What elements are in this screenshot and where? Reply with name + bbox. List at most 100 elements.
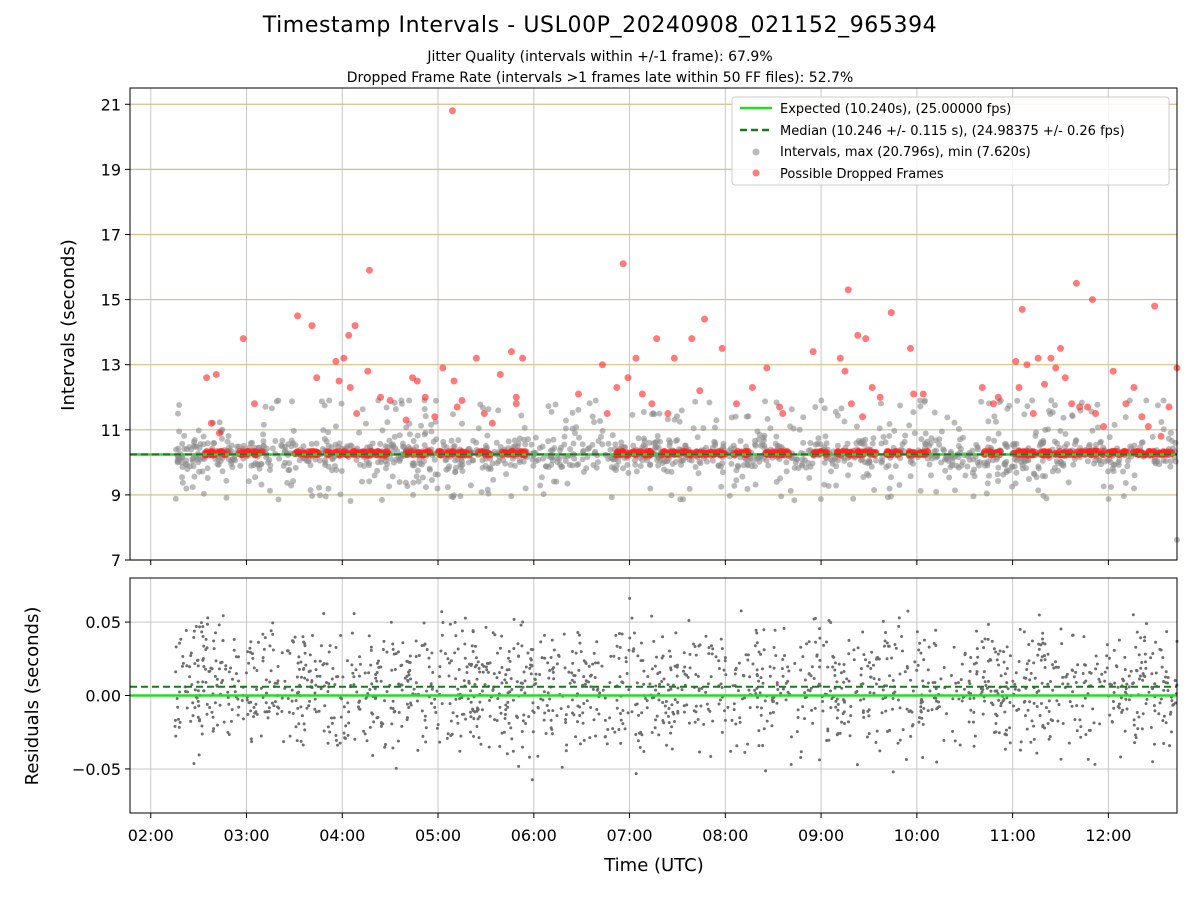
dropped-frame-point (250, 400, 258, 408)
residual-point (427, 656, 431, 660)
residual-point (584, 661, 588, 665)
residual-point (467, 662, 471, 666)
interval-point (921, 398, 928, 405)
interval-point (455, 437, 462, 444)
residual-point (369, 645, 373, 649)
dropped-frame-point (783, 448, 791, 456)
interval-point (635, 435, 642, 442)
residual-point (1027, 659, 1031, 663)
residual-point (381, 648, 385, 652)
residual-point (1134, 645, 1138, 649)
dropped-frame-point (207, 447, 215, 455)
residual-point (1005, 645, 1009, 649)
residual-point (326, 741, 330, 745)
residual-point (1039, 643, 1043, 647)
residual-point (232, 638, 236, 642)
interval-point (870, 435, 877, 442)
residual-point (917, 648, 921, 652)
dropped-frame-point (507, 348, 515, 356)
residual-point (475, 677, 479, 681)
interval-point (197, 441, 204, 448)
residual-point (849, 705, 853, 709)
residual-point (737, 661, 741, 665)
residual-point (486, 670, 490, 674)
interval-point (709, 457, 716, 464)
residual-point (983, 637, 987, 641)
interval-point (664, 468, 671, 475)
interval-point (266, 456, 273, 463)
interval-point (414, 467, 421, 474)
interval-point (414, 432, 421, 439)
residual-point (1098, 680, 1102, 684)
interval-point (275, 397, 282, 404)
residual-point (799, 756, 803, 760)
y-tick-label-top: 9 (111, 486, 121, 505)
interval-point (467, 482, 474, 489)
residual-point (896, 741, 900, 745)
residual-point (546, 661, 550, 665)
residual-point (993, 689, 997, 693)
interval-point (821, 481, 828, 488)
interval-point (1035, 487, 1042, 494)
interval-point (812, 404, 819, 411)
residual-point (352, 612, 356, 616)
interval-point (450, 411, 457, 418)
residual-point (178, 641, 182, 645)
residual-point (272, 704, 276, 708)
residual-point (429, 701, 433, 705)
residual-point (782, 626, 786, 630)
residual-point (572, 673, 576, 677)
residual-point (230, 708, 234, 712)
residual-point (390, 668, 394, 672)
interval-point (237, 462, 244, 469)
residual-point (407, 673, 411, 677)
interval-point (655, 462, 662, 469)
dropped-frame-point (345, 331, 353, 339)
interval-point (575, 461, 582, 468)
interval-point (882, 439, 889, 446)
residual-point (660, 679, 664, 683)
residual-point (675, 674, 679, 678)
residual-point (406, 679, 410, 683)
interval-point (1003, 443, 1010, 450)
interval-point (632, 461, 639, 468)
interval-point (846, 461, 853, 468)
interval-point (869, 440, 876, 447)
interval-point (947, 463, 954, 470)
residual-point (1137, 677, 1141, 681)
residual-point (1027, 643, 1031, 647)
residual-point (401, 641, 405, 645)
y-tick-label-top: 21 (101, 95, 121, 114)
interval-point (983, 490, 990, 497)
interval-point (200, 490, 207, 497)
residual-point (555, 714, 559, 718)
dropped-frame-point (887, 309, 895, 317)
interval-point (624, 461, 631, 468)
residual-point (1124, 687, 1128, 691)
residual-point (1165, 630, 1169, 634)
residual-point (192, 636, 196, 640)
residual-point (972, 744, 976, 748)
interval-point (1065, 479, 1072, 486)
residual-point (396, 650, 400, 654)
residual-point (957, 697, 961, 701)
residual-point (391, 707, 395, 711)
y-tick-label-bottom: 0.00 (85, 687, 121, 706)
residual-point (222, 720, 226, 724)
residual-point (628, 596, 632, 600)
interval-point (199, 468, 206, 475)
residual-point (1131, 613, 1135, 617)
residual-point (673, 720, 677, 724)
interval-point (284, 479, 291, 486)
residual-point (691, 642, 695, 646)
residual-point (212, 727, 216, 731)
interval-point (432, 471, 439, 478)
residual-point (1143, 635, 1147, 639)
interval-point (181, 432, 188, 439)
interval-point (896, 481, 903, 488)
residual-point (1134, 736, 1138, 740)
residual-point (1059, 627, 1063, 631)
interval-point (1111, 421, 1118, 428)
interval-point (1122, 414, 1129, 421)
residual-point (833, 668, 837, 672)
